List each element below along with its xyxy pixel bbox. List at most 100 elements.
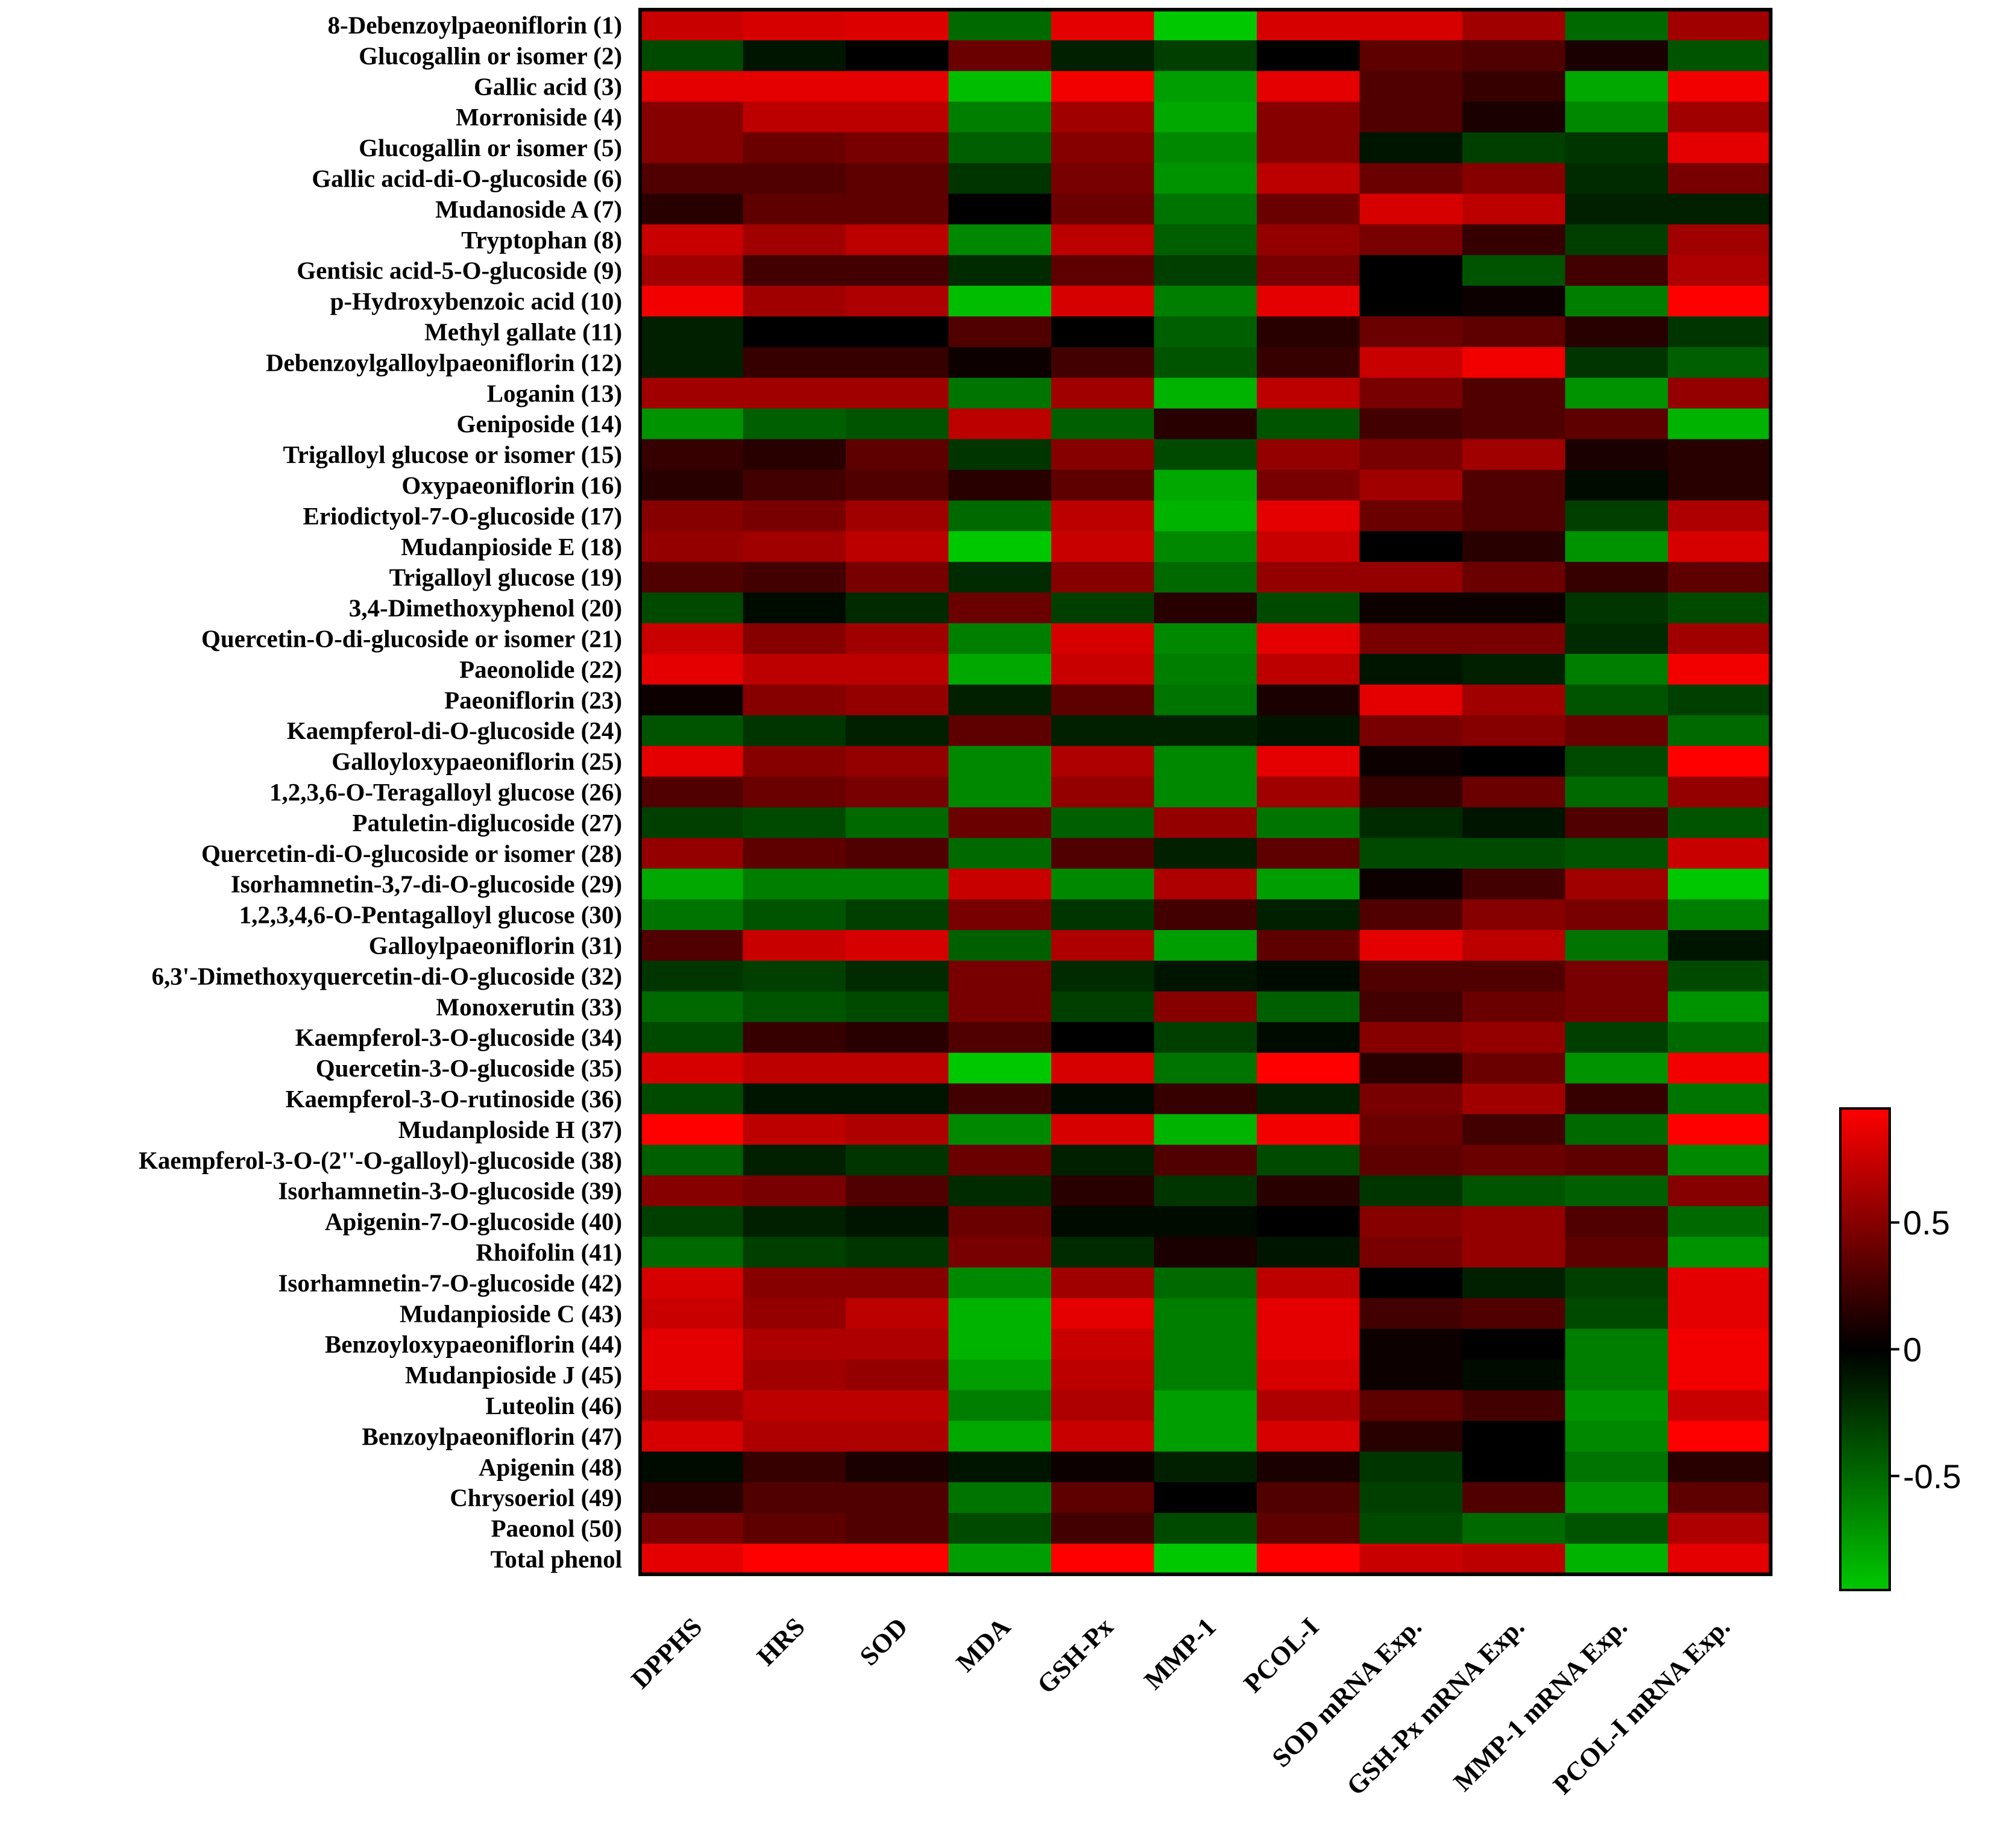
heatmap-cell bbox=[1462, 439, 1566, 471]
row-label: Mudanploside H (37) bbox=[398, 1116, 622, 1143]
heatmap-cell bbox=[1359, 653, 1463, 685]
heatmap-cell bbox=[948, 255, 1052, 286]
heatmap-cell bbox=[948, 193, 1052, 225]
heatmap-cell bbox=[1051, 1513, 1155, 1544]
heatmap-cell bbox=[1359, 500, 1463, 532]
row-label: Luteolin (46) bbox=[485, 1392, 622, 1419]
heatmap-cell bbox=[1051, 71, 1155, 102]
row-label: Kaempferol-3-O-(2''-O-galloyl)-glucoside… bbox=[139, 1146, 622, 1174]
heatmap-cell bbox=[743, 408, 846, 440]
heatmap-cell bbox=[846, 1421, 949, 1453]
heatmap-cell bbox=[1565, 470, 1669, 501]
heatmap-cell bbox=[1154, 470, 1257, 501]
heatmap-cell bbox=[640, 316, 744, 348]
heatmap-cell bbox=[743, 286, 846, 317]
heatmap-cell bbox=[1462, 1175, 1566, 1207]
heatmap-cell bbox=[1668, 960, 1772, 992]
heatmap-cell bbox=[1359, 776, 1463, 808]
heatmap-cell bbox=[846, 1359, 949, 1391]
heatmap-cell bbox=[1257, 776, 1360, 808]
heatmap-cell bbox=[1154, 377, 1257, 409]
heatmap-cell bbox=[1257, 347, 1360, 379]
heatmap-cell bbox=[1154, 684, 1257, 716]
heatmap-cell bbox=[846, 470, 949, 501]
heatmap-cell bbox=[640, 1267, 744, 1299]
heatmap-cell bbox=[743, 71, 846, 102]
heatmap-cell bbox=[1051, 592, 1155, 624]
heatmap-cell bbox=[1051, 1022, 1155, 1054]
heatmap-cell bbox=[846, 286, 949, 317]
row-label: Mudanpioside C (43) bbox=[400, 1300, 622, 1327]
heatmap-cell bbox=[1565, 71, 1669, 102]
heatmap-cell bbox=[1668, 1513, 1772, 1544]
heatmap-cell bbox=[743, 1298, 846, 1330]
heatmap-cell bbox=[846, 1298, 949, 1330]
heatmap-cell bbox=[846, 408, 949, 440]
heatmap-cell bbox=[1257, 653, 1360, 685]
heatmap-cell bbox=[1668, 40, 1772, 72]
heatmap-cell bbox=[846, 500, 949, 532]
column-label: PCOL-I bbox=[1238, 1612, 1325, 1699]
heatmap-cell bbox=[640, 255, 744, 286]
heatmap-cell bbox=[743, 960, 846, 992]
row-label: 8-Debenzoylpaeoniflorin (1) bbox=[327, 11, 622, 39]
heatmap-cell bbox=[640, 101, 744, 133]
heatmap-cell bbox=[846, 1390, 949, 1422]
heatmap-cell bbox=[1462, 40, 1566, 72]
heatmap-cell bbox=[1359, 1421, 1463, 1453]
heatmap-cell bbox=[640, 807, 744, 839]
heatmap-cell bbox=[1565, 1482, 1669, 1513]
heatmap-cell bbox=[743, 899, 846, 931]
heatmap-cell bbox=[1257, 1390, 1360, 1422]
heatmap-cell bbox=[846, 838, 949, 869]
heatmap-cell bbox=[1051, 40, 1155, 72]
heatmap-cell bbox=[1565, 1421, 1669, 1453]
heatmap-cell bbox=[1462, 1145, 1566, 1176]
heatmap-cell bbox=[1462, 163, 1566, 195]
heatmap-cell bbox=[1257, 408, 1360, 440]
heatmap-cell bbox=[846, 869, 949, 900]
heatmap-cell bbox=[1154, 347, 1257, 379]
heatmap-cell bbox=[1462, 224, 1566, 256]
heatmap-cell bbox=[1462, 1359, 1566, 1391]
heatmap-cell bbox=[846, 991, 949, 1023]
heatmap-cell bbox=[1668, 101, 1772, 133]
heatmap-cell bbox=[1154, 163, 1257, 195]
heatmap-cell bbox=[1462, 10, 1566, 41]
row-label: Eriodictyol-7-O-glucoside (17) bbox=[303, 502, 622, 530]
heatmap-cell bbox=[640, 1298, 744, 1330]
heatmap-cell bbox=[846, 715, 949, 747]
heatmap-cell bbox=[1154, 316, 1257, 348]
heatmap-cell bbox=[1565, 562, 1669, 593]
heatmap-cell bbox=[948, 439, 1052, 471]
heatmap-cell bbox=[1154, 531, 1257, 562]
heatmap-cell bbox=[743, 869, 846, 900]
column-label: GSH-Px mRNA Exp. bbox=[1341, 1612, 1530, 1801]
heatmap-cell bbox=[1359, 71, 1463, 102]
heatmap-cell bbox=[1257, 132, 1360, 164]
heatmap-cell bbox=[1051, 132, 1155, 164]
heatmap-cell bbox=[640, 623, 744, 655]
heatmap-cell bbox=[1462, 960, 1566, 992]
heatmap-cell bbox=[640, 347, 744, 379]
row-label: Isorhamnetin-3,7-di-O-glucoside (29) bbox=[231, 870, 622, 898]
heatmap-cell bbox=[846, 1083, 949, 1115]
heatmap-cell bbox=[640, 1482, 744, 1513]
heatmap-cell bbox=[1154, 255, 1257, 286]
heatmap-cell bbox=[846, 531, 949, 562]
heatmap-cell bbox=[1462, 1298, 1566, 1330]
heatmap-cell bbox=[1668, 991, 1772, 1023]
heatmap-cell bbox=[846, 316, 949, 348]
heatmap-cell bbox=[640, 869, 744, 900]
heatmap-cell bbox=[1257, 715, 1360, 747]
heatmap-cell bbox=[1359, 960, 1463, 992]
heatmap-cell bbox=[1359, 40, 1463, 72]
heatmap-cell bbox=[1565, 1083, 1669, 1115]
heatmap-cell bbox=[1668, 562, 1772, 593]
heatmap-cell bbox=[743, 1482, 846, 1513]
heatmap-cell bbox=[1051, 470, 1155, 501]
row-label: 6,3'-Dimethoxyquercetin-di-O-glucoside (… bbox=[152, 962, 622, 990]
heatmap-cell bbox=[948, 470, 1052, 501]
heatmap-cell bbox=[1565, 1175, 1669, 1207]
heatmap-cell bbox=[1154, 1237, 1257, 1268]
